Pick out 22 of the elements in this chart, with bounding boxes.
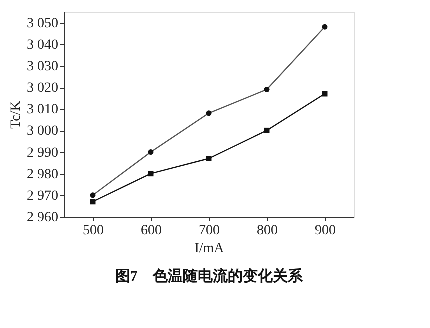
y-tick-label: 3 000 [27, 124, 58, 140]
point [264, 128, 270, 134]
y-axis-title: Tc/K [9, 101, 24, 129]
x-tick-label: 700 [199, 224, 220, 238]
y-tick-label: 3 050 [27, 16, 58, 32]
point [90, 199, 96, 205]
y-tick-label: 3 020 [27, 81, 58, 96]
y-tick-label: 2 990 [27, 146, 58, 161]
y-tick-label: 2 960 [27, 210, 58, 226]
y-tick-label: 2 980 [27, 167, 58, 182]
x-tick-label: 900 [315, 224, 336, 238]
x-tick-label: 600 [141, 224, 162, 238]
y-tick-label: 3 040 [27, 38, 58, 53]
y-tick-label: 3 030 [27, 59, 58, 74]
y-tick-label: 2 970 [27, 188, 58, 204]
point [206, 156, 212, 162]
caption: 图7 色温随电流的变化关系 [115, 267, 304, 285]
x-tick-label: 500 [83, 224, 104, 238]
y-tick-label: 3 010 [27, 102, 58, 118]
x-axis-title: I/mA [194, 242, 226, 256]
x-tick-label: 800 [257, 224, 278, 238]
point [148, 171, 154, 177]
